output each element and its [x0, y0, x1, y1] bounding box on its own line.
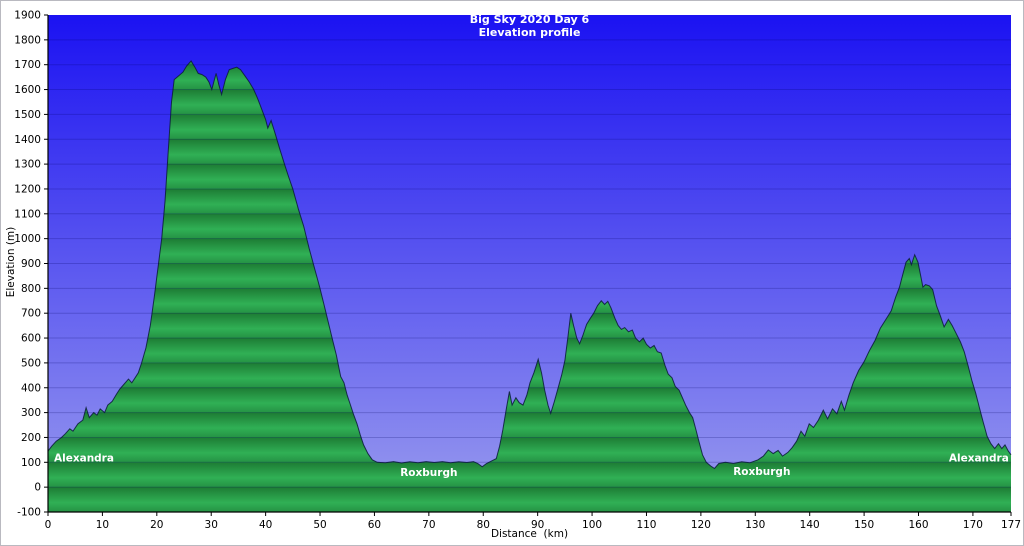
x-tick-label-20: 20 — [150, 519, 163, 531]
y-tick-label-400: 400 — [21, 382, 41, 394]
y-tick-label-1900: 1900 — [14, 10, 41, 22]
x-tick-label-0: 0 — [45, 519, 52, 531]
y-tick-label-700: 700 — [21, 308, 41, 320]
y-tick-label-0: 0 — [34, 482, 41, 494]
y-tick-label-1300: 1300 — [14, 159, 41, 171]
x-tick-label-60: 60 — [368, 519, 381, 531]
y-tick-label-900: 900 — [21, 258, 41, 270]
x-tick-label-50: 50 — [313, 519, 326, 531]
x-tick-label-40: 40 — [259, 519, 272, 531]
waypoint-label-alexandra-3: Alexandra — [949, 452, 1009, 464]
y-tick-label-1600: 1600 — [14, 84, 41, 96]
x-tick-label-110: 110 — [636, 519, 656, 531]
x-tick-label-10: 10 — [96, 519, 109, 531]
waypoint-label-alexandra-0: Alexandra — [54, 452, 114, 464]
x-tick-label-170: 170 — [963, 519, 983, 531]
x-tick-label-90: 90 — [531, 519, 544, 531]
x-tick-label-30: 30 — [205, 519, 218, 531]
y-tick-label-800: 800 — [21, 283, 41, 295]
elevation-outline — [47, 60, 1012, 470]
y-tick-label-1100: 1100 — [14, 208, 41, 220]
y-tick-label-1800: 1800 — [14, 34, 41, 46]
x-tick-label-80: 80 — [477, 519, 490, 531]
y-tick-label-1200: 1200 — [14, 183, 41, 195]
y-tick-label-500: 500 — [21, 357, 41, 369]
y-tick-label-1700: 1700 — [14, 59, 41, 71]
waypoint-label-roxburgh-2: Roxburgh — [733, 466, 790, 478]
waypoint-label-roxburgh-1: Roxburgh — [400, 467, 457, 479]
y-tick-label-600: 600 — [21, 333, 41, 345]
x-tick-label-140: 140 — [800, 519, 820, 531]
y-tick-label-1000: 1000 — [14, 233, 41, 245]
elevation-area — [48, 61, 1011, 512]
x-tick-label-160: 160 — [908, 519, 928, 531]
x-tick-label-130: 130 — [745, 519, 765, 531]
x-tick-label-100: 100 — [582, 519, 602, 531]
x-tick-label-120: 120 — [691, 519, 711, 531]
y-tick-label-200: 200 — [21, 432, 41, 444]
y-tick-label-1500: 1500 — [14, 109, 41, 121]
y-tick-label-100: 100 — [21, 457, 41, 469]
x-tick-label-150: 150 — [854, 519, 874, 531]
y-tick-label-300: 300 — [21, 407, 41, 419]
x-tick-label-177: 177 — [1001, 519, 1021, 531]
y-tick-label--100: -100 — [17, 507, 41, 519]
y-tick-label-1400: 1400 — [14, 134, 41, 146]
x-tick-label-70: 70 — [422, 519, 435, 531]
